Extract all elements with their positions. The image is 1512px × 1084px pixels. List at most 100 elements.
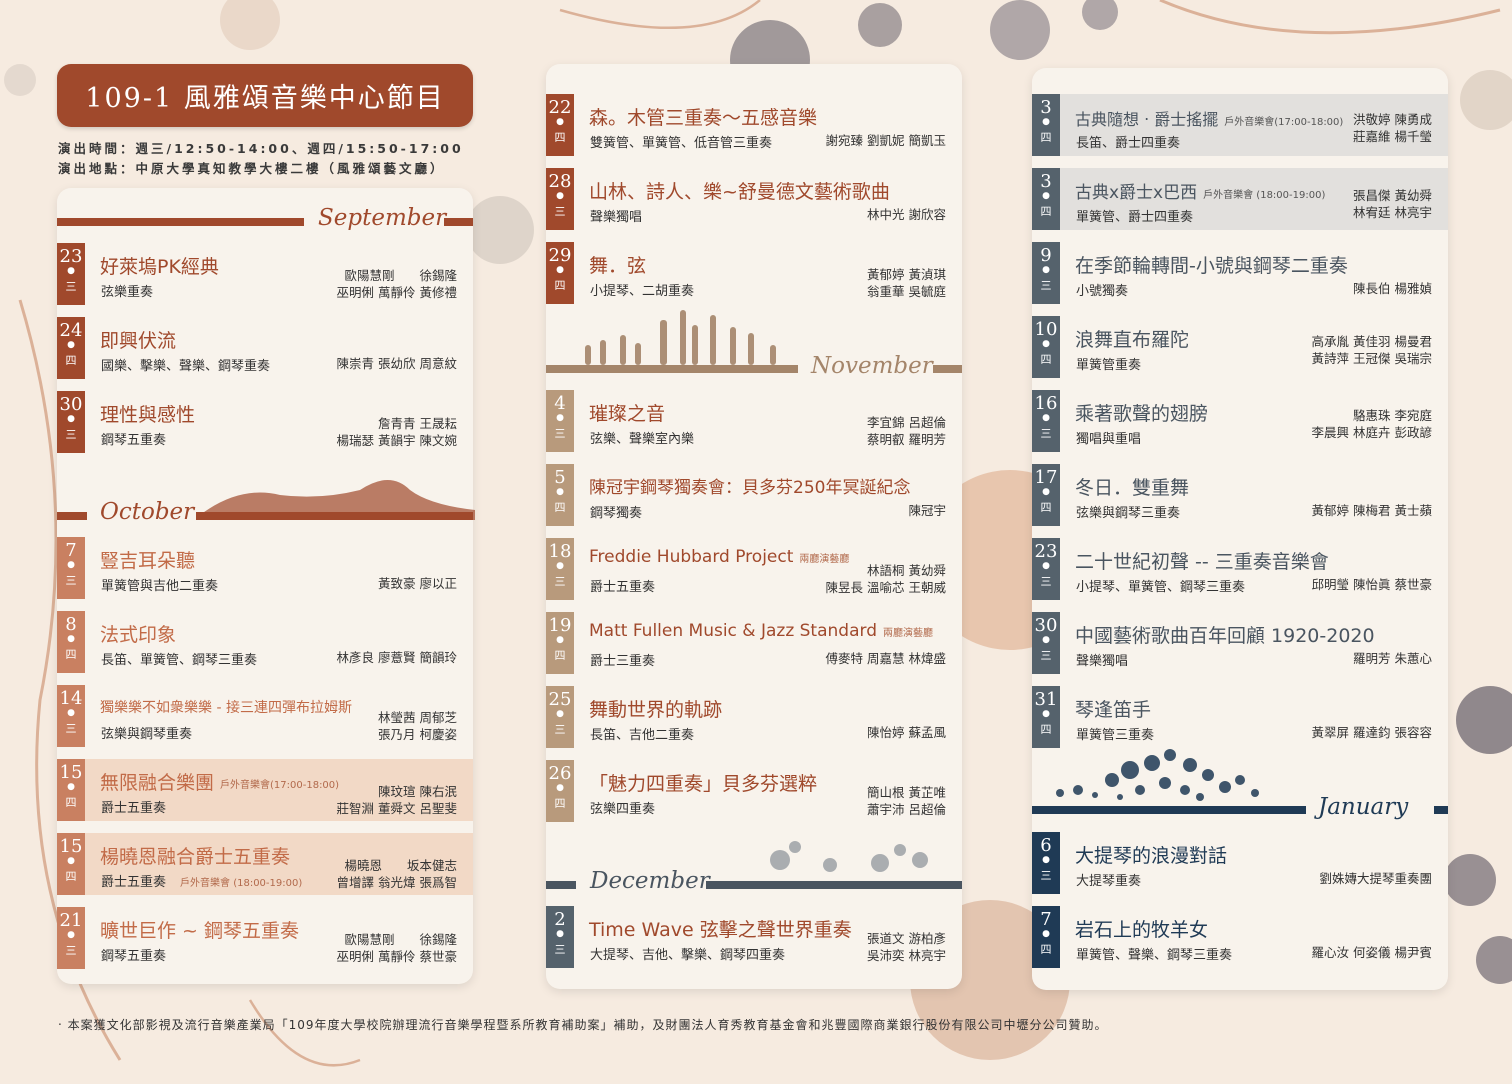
event-item: 17 ● 四 冬日．雙重舞 弦樂與鋼琴三重奏 黃郁婷 陳梅君 黃士蘋 xyxy=(1032,464,1448,526)
event-date: 4 ● 三 xyxy=(546,390,574,452)
event-subtitle: 長笛、爵士四重奏 xyxy=(1076,136,1181,151)
event-item: 28 ● 三 山林、詩人、樂~舒曼德文藝術歌曲 聲樂獨唱 林中光 謝欣容 xyxy=(546,168,962,230)
event-title: 在季節輪轉間-小號與鋼琴二重奏 xyxy=(1075,255,1348,277)
event-title: 好萊塢PK經典 xyxy=(100,256,219,278)
event-performers: 簡山根 黃芷唯 蕭宇沛 呂超倫 xyxy=(867,785,946,817)
october-decoration xyxy=(200,480,475,520)
month-october: October xyxy=(100,499,195,525)
event-title: 璀璨之音 xyxy=(589,403,666,425)
event-date: 5 ● 四 xyxy=(546,464,574,526)
schedule-panel-2: 22 ● 四 森。木管三重奏～五感音樂 雙簧管、單簧管、低音管三重奏 謝宛臻 劉凱妮… xyxy=(546,64,962,989)
event-performers: 駱惠珠 李宛庭 李晨興 林庭卉 彭政諺 xyxy=(1311,408,1432,440)
event-performers: 羅心汝 何姿儀 楊尹賓 xyxy=(1311,945,1432,960)
event-subtitle: 爵士五重奏 xyxy=(590,580,656,595)
event-item: 3 ● 四 古典隨想 ‧ 爵士搖擺 戶外音樂會(17:00-18:00) 長笛、爵士四… xyxy=(1032,94,1448,156)
event-title: 曠世巨作 ~ 鋼琴五重奏 xyxy=(100,920,299,942)
outdoor-tag: 戶外音樂會 (18:00-19:00) xyxy=(1203,189,1326,201)
event-performers: 洪敬婷 陳勇成 莊嘉維 楊千瑩 xyxy=(1353,112,1432,144)
event-item: 2 ● 三 Time Wave 弦擊之聲世界重奏 大提琴、吉他、擊樂、鋼琴四重奏 張… xyxy=(546,906,962,968)
event-subtitle: 弦樂四重奏 xyxy=(590,802,656,817)
event-performers: 林語桐 黃幼舜 陳昱長 溫喻芯 王朝威 xyxy=(825,563,946,595)
december-decoration xyxy=(770,841,928,872)
event-item: 15 ● 四 楊曉恩融合爵士五重奏 爵士五重奏 戶外音樂會 (18:00-19:00)… xyxy=(57,833,473,895)
event-date: 23 ● 三 xyxy=(57,243,85,305)
event-title: 大提琴的浪漫對話 xyxy=(1075,845,1228,867)
event-date: 7 ● 三 xyxy=(57,537,85,599)
outdoor-tag: 戶外音樂會(17:00-18:00) xyxy=(1224,117,1344,128)
event-performers: 陳長伯 楊雅媜 xyxy=(1353,281,1432,296)
month-september: September xyxy=(318,205,447,231)
event-date: 15 ● 四 xyxy=(57,759,85,821)
event-subtitle: 國樂、擊樂、聲樂、鋼琴重奏 xyxy=(101,359,271,374)
event-date: 30 ● 三 xyxy=(57,391,85,453)
event-performers: 陳冠宇 xyxy=(908,503,946,518)
event-subtitle: 爵士五重奏 戶外音樂會 (18:00-19:00) xyxy=(101,875,303,890)
november-bar-end xyxy=(933,365,962,373)
event-subtitle: 小號獨奏 xyxy=(1076,284,1129,299)
month-november: November xyxy=(811,353,933,379)
event-date: 3 ● 四 xyxy=(1032,94,1060,156)
event-performers: 歐陽慧剛 徐錫隆 巫明俐 萬靜伶 黃修禮 xyxy=(336,268,457,300)
october-bar-end xyxy=(196,512,473,520)
event-performers: 黃翠屏 羅達鈞 張容容 xyxy=(1311,725,1432,740)
event-subtitle: 單簧管與吉他二重奏 xyxy=(101,579,219,594)
event-date: 15 ● 四 xyxy=(57,833,85,895)
event-title: 「魅力四重奏」貝多芬選粹 xyxy=(589,773,818,795)
event-date: 29 ● 四 xyxy=(546,242,574,304)
venue-tag: 兩廳演藝廳 xyxy=(799,553,850,565)
event-performers: 陳崇青 張幼欣 周意紋 xyxy=(336,356,457,371)
event-subtitle: 弦樂重奏 xyxy=(101,285,154,300)
event-subtitle: 小提琴、單簧管、鋼琴三重奏 xyxy=(1076,580,1246,595)
event-date: 8 ● 四 xyxy=(57,611,85,673)
event-item: 30 ● 三 中國藝術歌曲百年回顧 1920-2020 聲樂獨唱 羅明芳 朱蕙心 xyxy=(1032,612,1448,674)
schedule-panel-3: 3 ● 四 古典隨想 ‧ 爵士搖擺 戶外音樂會(17:00-18:00) 長笛、爵士四… xyxy=(1032,68,1448,990)
page-title: 109-1 風雅頌音樂中心節目 xyxy=(57,64,473,127)
event-title: 二十世紀初聲 -- 三重奏音樂會 xyxy=(1075,551,1329,573)
event-date: 19 ● 四 xyxy=(546,612,574,674)
event-subtitle: 弦樂與鋼琴三重奏 xyxy=(1076,506,1181,521)
event-item: 23 ● 三 好萊塢PK經典 弦樂重奏 歐陽慧剛 徐錫隆 巫明俐 萬靜伶 黃修禮 xyxy=(57,243,473,305)
event-performers: 詹青青 王晟耘 楊瑞瑟 黃韻宇 陳文婉 xyxy=(336,416,457,448)
event-title: Matt Fullen Music & Jazz Standard 兩廳演藝廳 xyxy=(589,621,933,641)
event-performers: 歐陽慧剛 徐錫隆 巫明俐 萬靜伶 蔡世豪 xyxy=(336,932,457,964)
event-title: 法式印象 xyxy=(100,624,177,646)
event-item: 14 ● 三 獨樂樂不如衆樂樂 - 接三連四彈布拉姆斯 弦樂與鋼琴重奏 林瑩茜 周郁… xyxy=(57,685,473,747)
september-bar xyxy=(57,218,304,226)
january-bar-end xyxy=(1434,806,1448,814)
event-date: 24 ● 四 xyxy=(57,317,85,379)
event-performers: 謝宛臻 劉凱妮 簡凱玉 xyxy=(825,133,946,148)
event-title: 浪舞直布羅陀 xyxy=(1075,329,1190,351)
event-date: 31 ● 四 xyxy=(1032,686,1060,748)
event-item: 29 ● 四 舞．弦 小提琴、二胡重奏 黃郁婷 黃湞琪 翁重華 吳毓庭 xyxy=(546,242,962,304)
event-item: 21 ● 三 曠世巨作 ~ 鋼琴五重奏 鋼琴五重奏 歐陽慧剛 徐錫隆 巫明俐 萬靜伶… xyxy=(57,907,473,969)
december-bar xyxy=(546,881,576,889)
event-date: 28 ● 三 xyxy=(546,168,574,230)
event-performers: 黃致豪 廖以正 xyxy=(378,576,457,591)
performance-venue: 演出地點：中原大學真知教學大樓二樓（風雅頌藝文廳） xyxy=(58,161,446,176)
event-subtitle: 大提琴、吉他、擊樂、鋼琴四重奏 xyxy=(590,948,786,963)
event-item: 7 ● 四 岩石上的牧羊女 單簧管、聲樂、鋼琴三重奏 羅心汝 何姿儀 楊尹賓 xyxy=(1032,906,1448,968)
month-december: December xyxy=(590,868,710,894)
event-date: 22 ● 四 xyxy=(546,94,574,156)
event-title: 山林、詩人、樂~舒曼德文藝術歌曲 xyxy=(589,181,890,203)
event-item: 6 ● 三 大提琴的浪漫對話 大提琴重奏 劉姝嫥大提琴重奏團 xyxy=(1032,832,1448,894)
january-decoration xyxy=(1056,749,1259,801)
event-item: 26 ● 四 「魅力四重奏」貝多芬選粹 弦樂四重奏 簡山根 黃芷唯 蕭宇沛 呂超倫 xyxy=(546,760,962,822)
november-decoration xyxy=(585,310,776,365)
event-performers: 高承胤 黃佳羽 楊曼君 黃詩萍 王冠傑 吳瑞宗 xyxy=(1311,334,1432,366)
event-performers: 楊曉恩 坂本健志 曾增譯 翁光煒 張爲智 xyxy=(336,858,457,890)
event-subtitle: 鋼琴五重奏 xyxy=(101,949,167,964)
event-item: 25 ● 三 舞動世界的軌跡 長笛、吉他二重奏 陳怡婷 蘇孟風 xyxy=(546,686,962,748)
september-bar-end xyxy=(444,218,473,226)
event-performers: 傅麥特 周嘉慧 林煒盛 xyxy=(825,651,946,666)
event-performers: 陳玟瑄 陳右泯 莊智淵 董舜文 呂聖斐 xyxy=(336,784,457,816)
event-item: 3 ● 四 古典x爵士x巴西 戶外音樂會 (18:00-19:00) 單簧管、爵士四重… xyxy=(1032,168,1448,230)
event-subtitle: 鋼琴獨奏 xyxy=(590,506,643,521)
event-performers: 羅明芳 朱蕙心 xyxy=(1353,651,1432,666)
event-item: 31 ● 四 琴逢笛手 單簧管三重奏 黃翠屏 羅達鈞 張容容 xyxy=(1032,686,1448,748)
event-subtitle: 長笛、單簧管、鋼琴三重奏 xyxy=(101,653,258,668)
event-date: 23 ● 三 xyxy=(1032,538,1060,600)
event-performers: 林瑩茜 周郁芝 張乃月 柯慶姿 xyxy=(378,710,457,742)
event-item: 8 ● 四 法式印象 長笛、單簧管、鋼琴三重奏 林彥良 廖薏賢 簡韻玲 xyxy=(57,611,473,673)
event-title: 楊曉恩融合爵士五重奏 xyxy=(100,846,291,868)
